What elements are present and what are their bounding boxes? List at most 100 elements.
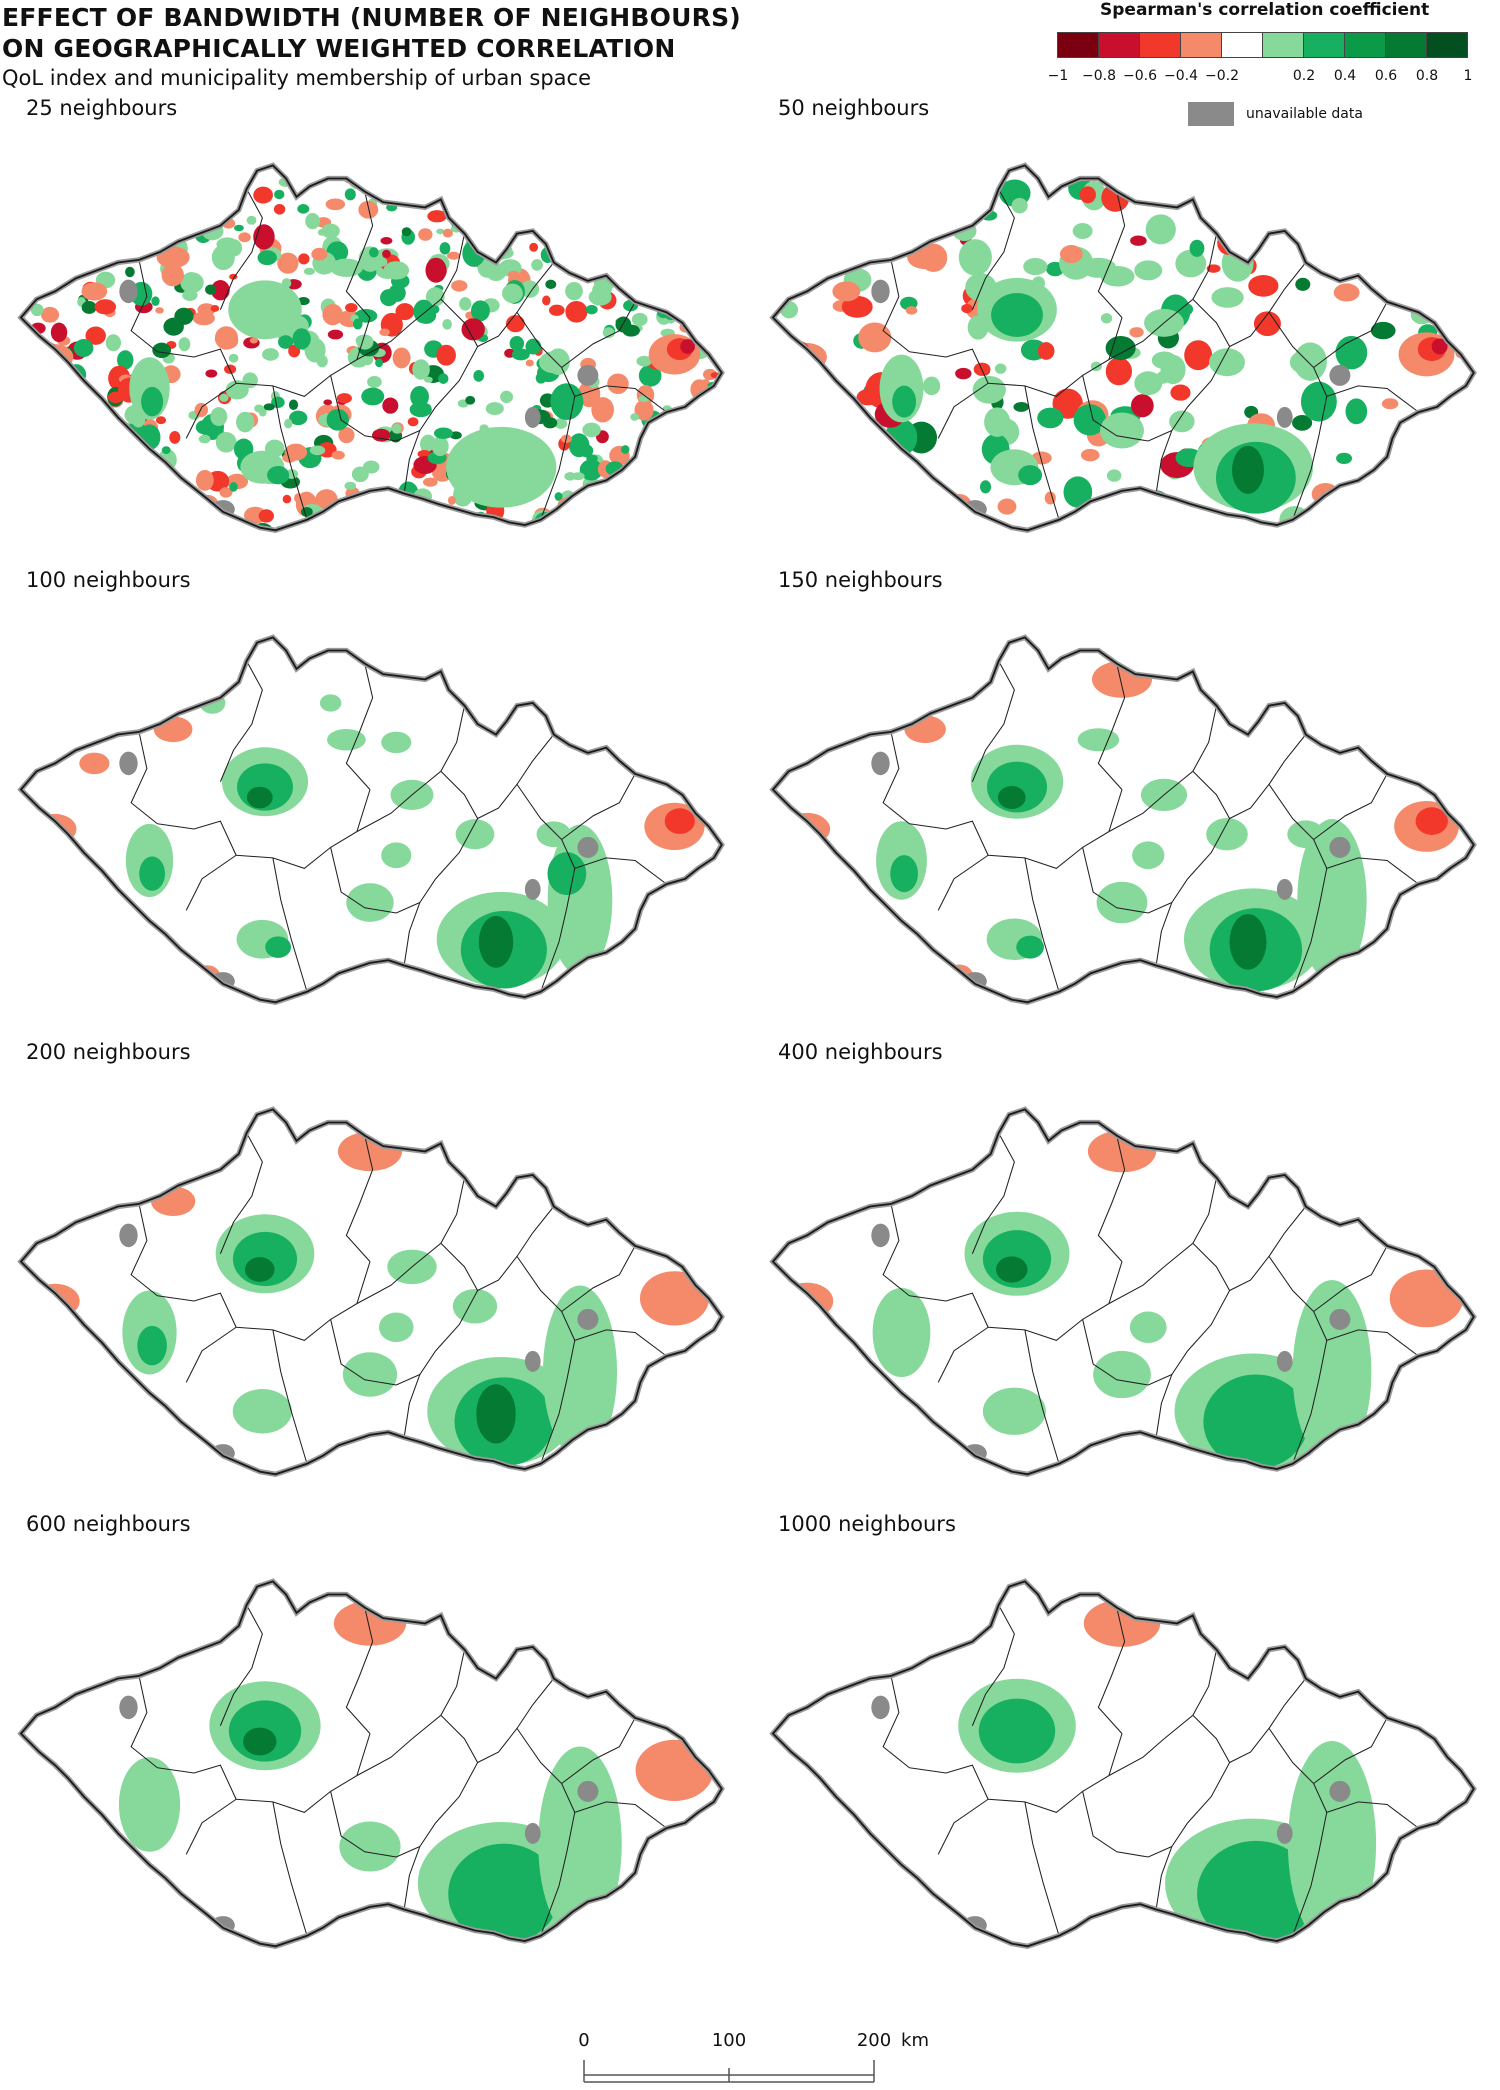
correlation-patch <box>1169 410 1195 433</box>
correlation-patch <box>100 522 112 531</box>
correlation-patch <box>288 399 299 411</box>
panel-label: 600 neighbours <box>26 1512 191 1536</box>
correlation-patch <box>1394 272 1419 298</box>
correlation-patch <box>1412 271 1438 299</box>
correlation-region <box>680 339 695 354</box>
correlation-patch <box>878 503 891 516</box>
correlation-patch <box>52 476 72 496</box>
correlation-patch <box>117 184 131 197</box>
correlation-patch <box>357 168 370 183</box>
correlation-patch <box>20 424 28 430</box>
region-border <box>988 1261 1123 1341</box>
correlation-patch <box>344 188 356 201</box>
correlation-patch <box>406 165 429 178</box>
scale-tick-0: 0 <box>578 2030 590 2051</box>
correlation-patch <box>103 476 122 493</box>
region-border <box>345 191 374 318</box>
correlation-patch <box>236 411 255 433</box>
correlation-patch <box>665 423 683 437</box>
correlation-region <box>81 282 108 301</box>
correlation-patch <box>703 424 721 436</box>
correlation-patch <box>401 227 412 237</box>
correlation-patch <box>571 202 581 209</box>
correlation-patch <box>671 410 693 435</box>
correlation-patch <box>631 191 642 202</box>
correlation-patch <box>662 293 686 311</box>
correlation-patch <box>449 516 459 525</box>
correlation-patch <box>257 250 277 266</box>
correlation-patch <box>602 165 616 171</box>
correlation-patch <box>784 241 817 279</box>
correlation-patch <box>22 179 38 197</box>
correlation-patch <box>73 442 83 450</box>
correlation-patch <box>1295 277 1311 291</box>
correlation-patch <box>997 498 1017 515</box>
correlation-patch <box>554 492 563 501</box>
region-border <box>561 1717 636 1784</box>
czech-map <box>769 1578 1477 1949</box>
correlation-patch <box>290 165 306 172</box>
region-border <box>356 1649 466 1777</box>
correlation-patch <box>801 225 821 243</box>
correlation-region <box>1209 348 1245 377</box>
panel-label: 400 neighbours <box>778 1040 943 1064</box>
correlation-patch <box>777 220 803 247</box>
correlation-patch <box>648 182 666 194</box>
czech-map <box>17 1578 725 1949</box>
correlation-patch <box>117 350 134 370</box>
correlation-patch <box>155 416 167 425</box>
correlation-patch <box>669 268 688 283</box>
correlation-patch <box>42 418 55 432</box>
correlation-patch <box>554 417 568 429</box>
correlation-patch <box>470 300 490 322</box>
correlation-patch <box>311 165 325 176</box>
correlation-patch <box>838 468 865 485</box>
correlation-patch <box>43 428 53 435</box>
region-border <box>1097 1135 1126 1262</box>
region-border <box>157 1292 237 1383</box>
correlation-patch <box>1447 507 1467 526</box>
unavailable-swatch <box>1188 102 1234 126</box>
correlation-patch <box>641 498 660 517</box>
unavailable-area <box>577 1780 599 1802</box>
panel-label: 25 neighbours <box>26 96 178 120</box>
correlation-patch <box>669 409 691 435</box>
correlation-patch <box>638 395 650 403</box>
scale-tick-200: 200 <box>856 2030 892 2051</box>
correlation-region <box>1289 350 1322 375</box>
correlation-patch <box>632 218 645 230</box>
legend-unavailable: unavailable data <box>1188 102 1363 126</box>
correlation-patch <box>590 206 601 216</box>
correlation-patch <box>1102 165 1116 182</box>
region-border <box>272 857 308 992</box>
correlation-patch <box>852 469 864 482</box>
title-block: EFFECT OF BANDWIDTH (NUMBER OF NEIGHBOUR… <box>2 2 741 90</box>
correlation-patch <box>436 228 445 235</box>
correlation-patch <box>994 363 1007 374</box>
correlation-patch <box>820 211 837 230</box>
czech-map <box>17 1106 725 1477</box>
correlation-patch <box>1440 416 1460 439</box>
correlation-patch <box>657 488 671 501</box>
correlation-patch <box>534 168 555 192</box>
correlation-patch <box>712 324 722 333</box>
correlation-patch <box>395 303 415 321</box>
correlation-patch <box>1366 219 1378 230</box>
correlation-patch <box>215 170 225 182</box>
region-border <box>236 1261 371 1341</box>
correlation-patch <box>617 503 632 519</box>
unavailable-area <box>1276 1350 1293 1372</box>
map-panel-6: 600 neighbours <box>0 1512 740 1962</box>
correlation-patch <box>60 198 71 206</box>
correlation-patch <box>655 264 680 279</box>
correlation-patch <box>181 166 191 174</box>
correlation-patch <box>546 225 563 237</box>
correlation-patch <box>63 422 76 432</box>
correlation-patch <box>645 276 663 294</box>
legend-swatch-9 <box>1426 32 1468 58</box>
unavailable-area <box>1276 1822 1293 1844</box>
correlation-patch <box>375 358 384 368</box>
correlation-patch <box>34 174 44 185</box>
correlation-patch <box>372 428 391 442</box>
correlation-patch <box>351 466 369 483</box>
